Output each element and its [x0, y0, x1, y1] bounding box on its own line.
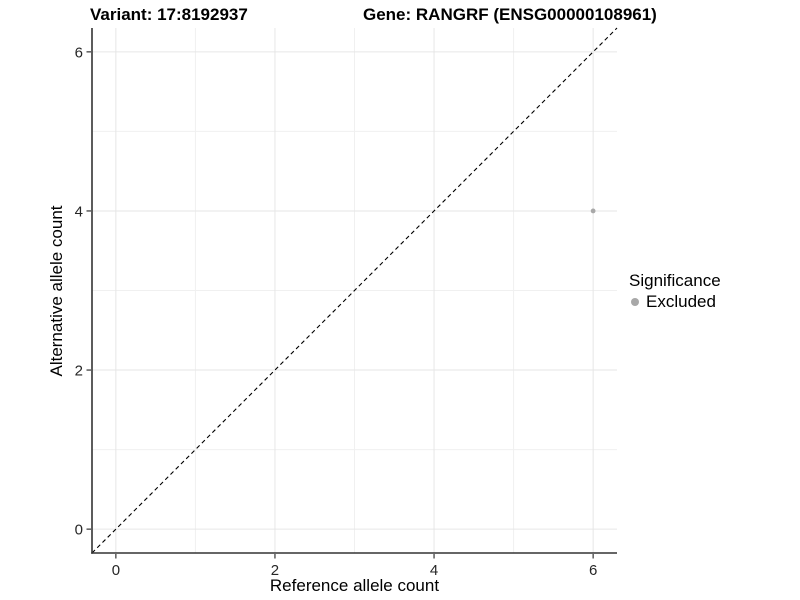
legend-key-dot: [631, 297, 639, 306]
x-tick-label: 0: [112, 562, 120, 579]
x-tick-label: 2: [271, 562, 279, 579]
y-tick-label: 4: [75, 203, 83, 220]
legend-entries: Excluded: [629, 291, 721, 312]
y-tick-label: 6: [75, 44, 83, 61]
data-point-excluded: [590, 208, 596, 214]
variant-title: Variant: 17:8192937: [90, 5, 248, 24]
identity-reference-line: [91, 27, 618, 554]
y-tick-label: 0: [75, 522, 83, 539]
legend: Significance Excluded: [629, 270, 721, 312]
legend-entry: Excluded: [629, 291, 721, 312]
y-axis-title: Alternative allele count: [47, 205, 66, 377]
legend-entry-label: Excluded: [646, 292, 716, 311]
legend-title: Significance: [629, 271, 721, 290]
y-tick-label: 2: [75, 363, 83, 380]
x-axis-title: Reference allele count: [269, 576, 440, 595]
gene-title: Gene: RANGRF (ENSG00000108961): [363, 5, 657, 24]
x-tick-label: 4: [430, 562, 438, 579]
x-tick-label: 6: [589, 562, 597, 579]
